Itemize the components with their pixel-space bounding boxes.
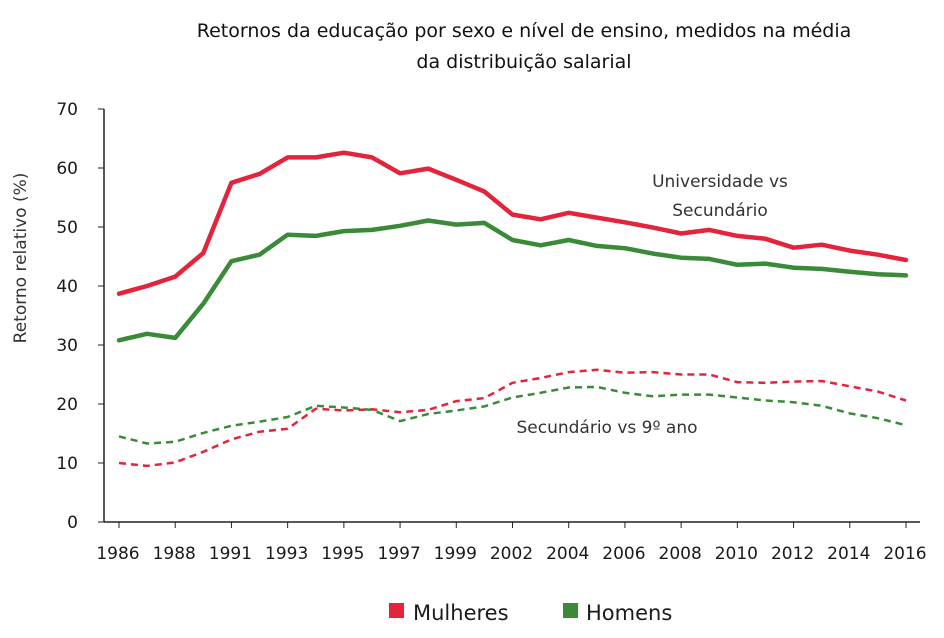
- legend-label-homens: Homens: [586, 601, 672, 625]
- y-axis-label: Retorno relativo (%): [11, 173, 31, 344]
- x-tick-label: 2008: [659, 544, 702, 564]
- series-line-universidade-mulheres: [116, 150, 909, 296]
- y-tick-label: 60: [56, 159, 78, 179]
- x-tick-label: 2014: [827, 544, 870, 564]
- y-tick-label: 50: [56, 218, 78, 238]
- y-tick-label: 40: [56, 277, 78, 297]
- x-tick-label: 2016: [883, 544, 926, 564]
- series-line-secundario-mulheres: [118, 368, 907, 468]
- x-tick-label: 1988: [153, 544, 196, 564]
- x-tick-label: 2004: [546, 544, 589, 564]
- legend-swatch-homens: [563, 603, 578, 618]
- x-tick-label: 1999: [434, 544, 477, 564]
- annotation-universidade-line-2: Secundário: [672, 201, 767, 221]
- chart-title-line-2: da distribuição salarial: [416, 51, 631, 73]
- series-layer: [116, 150, 909, 468]
- y-tick-label: 0: [67, 513, 78, 533]
- x-tick-label: 2002: [490, 544, 533, 564]
- x-tick-label: 2006: [602, 544, 645, 564]
- x-tick-label: 1993: [265, 544, 308, 564]
- annotation-secundario: Secundário vs 9º ano: [516, 418, 697, 438]
- y-tick-label: 20: [56, 395, 78, 415]
- x-tick-label: 1991: [209, 544, 252, 564]
- legend-swatch-mulheres: [389, 603, 404, 618]
- series-line-secundario-homens: [118, 385, 907, 445]
- y-tick-label: 70: [56, 100, 78, 120]
- x-tick-label: 1986: [96, 544, 139, 564]
- y-tick-label: 10: [56, 454, 78, 474]
- x-tick-label: 2010: [715, 544, 758, 564]
- x-axis: 1986 1988 1991 1993 1995 1997 1999 2002 2004 2006…: [96, 521, 927, 564]
- x-tick-label: 1995: [321, 544, 364, 564]
- legend: Mulheres Homens: [389, 601, 672, 625]
- legend-label-mulheres: Mulheres: [413, 601, 509, 625]
- x-tick-label: 1997: [377, 544, 420, 564]
- y-axis: 0 10 20 30 40 50 60 70: [56, 100, 105, 533]
- x-tick-label: 2012: [771, 544, 814, 564]
- y-tick-label: 30: [56, 336, 78, 356]
- series-line-universidade-homens: [116, 218, 909, 343]
- chart-title-line-1: Retornos da educação por sexo e nível de…: [197, 20, 852, 42]
- annotation-universidade-line-1: Universidade vs: [652, 172, 788, 192]
